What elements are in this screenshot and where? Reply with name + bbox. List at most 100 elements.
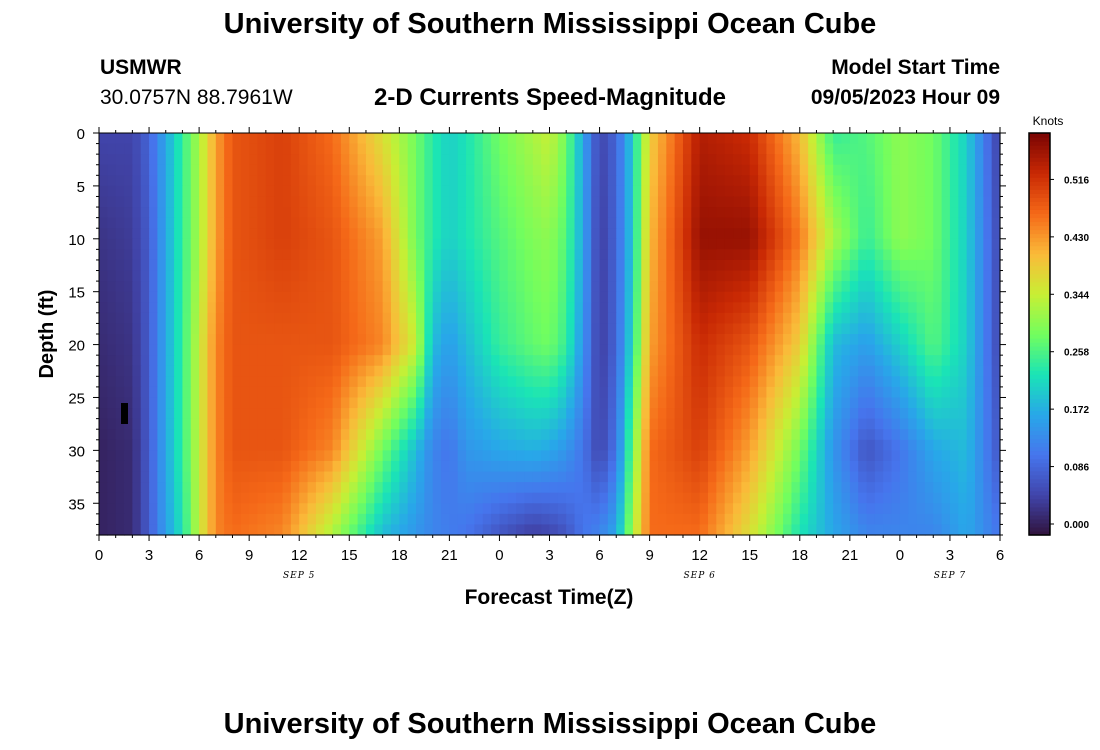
heatmap-cell — [349, 312, 359, 325]
heatmap-cell — [249, 334, 259, 346]
heatmap-cell — [132, 143, 142, 155]
heatmap-cell — [466, 471, 476, 483]
heatmap-cell — [766, 344, 776, 356]
heatmap-cell — [249, 302, 259, 314]
heatmap-cell — [833, 429, 843, 441]
heatmap-cell — [199, 344, 209, 356]
colorbar-segment — [1029, 518, 1050, 524]
heatmap-cell — [399, 154, 409, 166]
heatmap-cell — [858, 312, 868, 325]
heatmap-cell — [182, 312, 192, 325]
heatmap-cell — [349, 323, 359, 335]
heatmap-cell — [491, 397, 501, 409]
heatmap-cell — [874, 492, 884, 504]
heatmap-cell — [232, 207, 242, 219]
heatmap-cell — [466, 439, 476, 451]
heatmap-cell — [699, 471, 709, 483]
heatmap-cell — [632, 524, 642, 536]
x-tick-label: 12 — [291, 547, 308, 564]
heatmap-cell — [966, 164, 976, 176]
heatmap-cell — [899, 164, 909, 176]
colorbar-segment — [1029, 149, 1050, 154]
heatmap-cell — [766, 143, 776, 155]
heatmap-cell — [299, 323, 309, 335]
heatmap-cell — [666, 281, 676, 293]
heatmap-cell — [908, 281, 918, 293]
heatmap-cell — [140, 270, 150, 282]
heatmap-cell — [966, 503, 976, 515]
heatmap-cell — [858, 207, 868, 219]
heatmap-cell — [883, 143, 893, 155]
heatmap-cell — [699, 175, 709, 187]
heatmap-cell — [124, 503, 133, 515]
heatmap-cell — [349, 492, 359, 504]
heatmap-cell — [265, 249, 275, 261]
heatmap-cell — [107, 408, 117, 420]
heatmap-cell — [474, 397, 484, 409]
heatmap-cell — [566, 281, 576, 293]
heatmap-cell — [849, 439, 859, 451]
heatmap-cell — [916, 408, 926, 420]
heatmap-cell — [591, 175, 601, 187]
heatmap-cell — [666, 143, 676, 155]
heatmap-cell — [140, 323, 150, 335]
heatmap-cell — [924, 365, 934, 377]
heatmap-cell — [99, 302, 108, 314]
heatmap-cell — [349, 143, 359, 155]
heatmap-cell — [107, 312, 117, 325]
heatmap-cell — [215, 386, 225, 399]
heatmap-cell — [749, 450, 759, 462]
heatmap-cell — [207, 259, 217, 272]
heatmap-cell — [140, 439, 150, 451]
heatmap-cell — [199, 175, 209, 187]
heatmap-cell — [966, 386, 976, 399]
heatmap-cell — [632, 503, 642, 515]
heatmap-cell — [516, 185, 526, 198]
heatmap-cell — [474, 376, 484, 388]
heatmap-cell — [933, 482, 943, 494]
heatmap-cell — [916, 460, 926, 473]
heatmap-cell — [107, 376, 117, 388]
heatmap-cell — [215, 133, 225, 145]
heatmap-cell — [824, 154, 834, 166]
heatmap-cell — [224, 471, 234, 483]
heatmap-cell — [699, 259, 709, 272]
heatmap-cell — [407, 344, 417, 356]
heatmap-cell — [441, 175, 450, 187]
heatmap-cell — [674, 450, 684, 462]
heatmap-cell — [941, 355, 951, 367]
heatmap-cell — [883, 185, 893, 198]
heatmap-cell — [482, 524, 492, 536]
heatmap-cell — [240, 408, 250, 420]
heatmap-cell — [107, 154, 117, 166]
heatmap-cell — [966, 154, 976, 166]
heatmap-cell — [874, 503, 884, 515]
heatmap-cell — [691, 207, 701, 219]
heatmap-cell — [390, 185, 400, 198]
heatmap-cell — [315, 344, 325, 356]
heatmap-cell — [307, 365, 317, 377]
heatmap-cell — [549, 259, 559, 272]
heatmap-cell — [649, 207, 659, 219]
heatmap-cell — [808, 238, 818, 250]
heatmap-cell — [516, 228, 526, 240]
colorbar-segment — [1029, 313, 1050, 319]
heatmap-cell — [390, 207, 400, 219]
heatmap-cell — [124, 312, 133, 325]
heatmap-cell — [783, 312, 793, 325]
heatmap-cell — [891, 207, 901, 219]
heatmap-cell — [249, 482, 259, 494]
heatmap-cell — [699, 365, 709, 377]
heatmap-cell — [382, 259, 392, 272]
heatmap-cell — [674, 524, 684, 536]
heatmap-cell — [290, 365, 300, 377]
heatmap-cell — [599, 133, 609, 145]
heatmap-cell — [699, 386, 709, 399]
heatmap-cell — [524, 281, 534, 293]
heatmap-cell — [908, 450, 918, 462]
heatmap-cell — [524, 238, 534, 250]
heatmap-cell — [282, 365, 292, 377]
colorbar-segment — [1029, 301, 1050, 307]
heatmap-cell — [666, 133, 676, 145]
